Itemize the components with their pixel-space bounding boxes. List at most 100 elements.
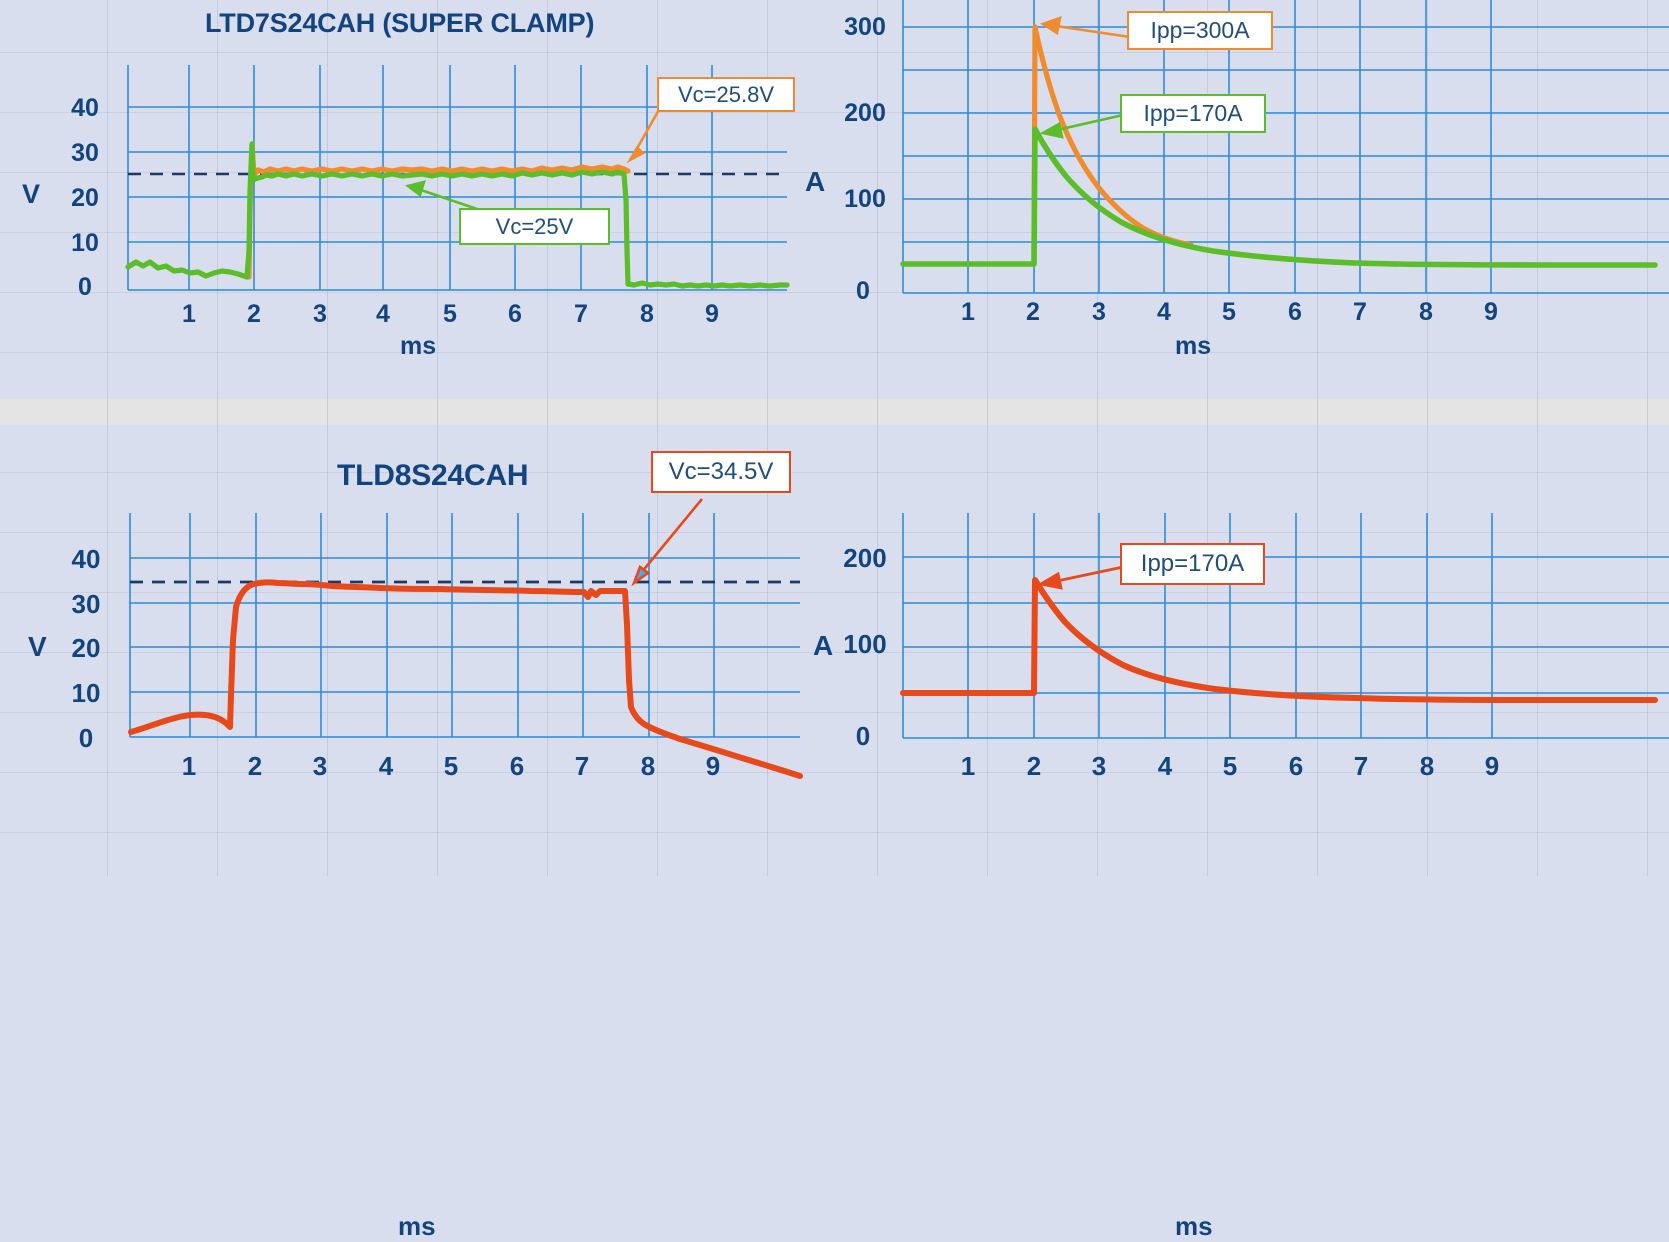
x-tick-label: 4 <box>1157 751 1173 781</box>
panel-bottom-right: A ms 200 100 0 1 2 3 4 5 6 7 8 9 <box>813 425 1669 1241</box>
callout-vc-34-5[interactable]: Vc=34.5V <box>651 451 791 493</box>
x-tick-label: 3 <box>313 300 327 328</box>
y-tick-label: 100 <box>843 629 887 659</box>
grid-lines <box>902 513 1669 739</box>
x-tick-label: 1 <box>182 300 196 328</box>
callout-leader-170a-bottom <box>1037 565 1124 590</box>
y-tick-label: 40 <box>71 544 101 574</box>
y-tick-label: 200 <box>844 99 886 127</box>
x-tick-label: 6 <box>1288 298 1302 326</box>
x-tick-label: 5 <box>443 300 457 328</box>
plot-area-top-left <box>0 0 835 340</box>
y-tick-label: 0 <box>855 721 871 751</box>
y-tick-label: 200 <box>843 543 887 573</box>
y-axis-unit-amps: A <box>805 166 826 197</box>
x-tick-label: 9 <box>1484 751 1500 781</box>
x-tick-label: 6 <box>509 751 525 781</box>
x-axis-unit-ms: ms <box>398 1211 436 1241</box>
callout-label: Vc=25V <box>495 213 574 239</box>
x-tick-label: 8 <box>1419 751 1435 781</box>
callout-ipp-300a[interactable]: Ipp=300A <box>1127 11 1273 50</box>
x-tick-label: 1 <box>961 298 975 326</box>
x-tick-label: 6 <box>1288 751 1304 781</box>
callout-leader-green <box>405 180 481 212</box>
callout-vc-25[interactable]: Vc=25V <box>459 208 610 245</box>
callout-ipp-170a-bottom[interactable]: Ipp=170A <box>1120 543 1265 585</box>
series-orange-clamp <box>246 141 631 280</box>
y-tick-label: 40 <box>71 94 99 122</box>
y-tick-label: 10 <box>71 678 101 708</box>
callout-vc-25-8[interactable]: Vc=25.8V <box>657 77 795 112</box>
y-tick-label: 10 <box>71 229 99 257</box>
callout-label: Vc=25.8V <box>677 81 774 107</box>
plot-area-bottom-left <box>0 425 835 805</box>
x-tick-label: 1 <box>181 751 197 781</box>
x-tick-label: 7 <box>1353 751 1369 781</box>
series-green-clamp <box>125 141 790 289</box>
panel-top-left: LTD7S24CAH (SUPER CLAMP) V ms 40 30 20 1… <box>0 0 835 400</box>
x-tick-label: 2 <box>1026 751 1042 781</box>
x-tick-label: 2 <box>247 300 261 328</box>
panel-bottom-left: TLD8S24CAH V ms 40 30 20 10 0 1 2 3 4 5 … <box>0 425 835 1241</box>
y-tick-label: 100 <box>844 185 886 213</box>
x-tick-label: 5 <box>1222 751 1238 781</box>
x-axis-unit-ms: ms <box>400 332 437 360</box>
x-tick-label: 5 <box>443 751 459 781</box>
y-tick-label: 0 <box>78 273 92 301</box>
callout-leader-170a <box>1039 113 1124 139</box>
y-tick-label: 300 <box>844 13 886 41</box>
callout-leader-orange <box>626 107 662 164</box>
x-axis-unit-ms: ms <box>1175 332 1212 360</box>
series-green-170a <box>900 126 1658 268</box>
x-tick-label: 4 <box>378 751 394 781</box>
y-tick-label: 20 <box>71 184 99 212</box>
y-axis-unit-amps: A <box>813 630 834 661</box>
x-axis-unit-ms: ms <box>1175 1211 1213 1241</box>
x-tick-label: 9 <box>1484 298 1498 326</box>
x-tick-label: 6 <box>508 300 522 328</box>
panel-top-right: A ms 300 200 100 0 1 2 3 4 5 6 7 8 9 <box>805 0 1669 400</box>
x-tick-label: 3 <box>312 751 328 781</box>
x-tick-label: 4 <box>1157 298 1171 326</box>
page-title: LTD7S24CAH (SUPER CLAMP) <box>205 8 595 38</box>
page-title-bottom: TLD8S24CAH <box>337 459 529 492</box>
y-tick-label: 0 <box>856 277 870 305</box>
grid-lines <box>902 0 1669 294</box>
y-axis-unit-volts: V <box>28 631 47 662</box>
x-tick-label: 7 <box>574 300 588 328</box>
x-tick-label: 3 <box>1092 298 1106 326</box>
x-tick-label: 9 <box>705 300 719 328</box>
series-red-clamp <box>128 579 803 779</box>
x-tick-label: 2 <box>247 751 263 781</box>
series-red-170a <box>900 577 1658 703</box>
x-tick-label: 4 <box>376 300 390 328</box>
x-tick-label: 2 <box>1026 298 1040 326</box>
plot-area-top-right <box>835 0 1669 340</box>
x-tick-label: 9 <box>705 751 721 781</box>
x-tick-label: 5 <box>1222 298 1236 326</box>
y-tick-label: 20 <box>71 633 101 663</box>
y-tick-label: 0 <box>78 723 94 753</box>
callout-leader-vc345 <box>631 498 704 587</box>
x-tick-label: 8 <box>640 300 654 328</box>
y-tick-label: 30 <box>71 589 101 619</box>
x-tick-label: 7 <box>574 751 590 781</box>
slide-grey-band <box>0 399 1669 425</box>
x-tick-label: 8 <box>1419 298 1433 326</box>
x-tick-label: 1 <box>960 751 976 781</box>
callout-ipp-170a[interactable]: Ipp=170A <box>1120 94 1266 133</box>
x-tick-label: 8 <box>640 751 656 781</box>
y-tick-label: 30 <box>71 139 99 167</box>
x-tick-label: 3 <box>1091 751 1107 781</box>
callout-leader-300a <box>1040 16 1131 39</box>
grid-lines <box>129 513 800 738</box>
callout-label: Ipp=170A <box>1140 550 1245 577</box>
plot-area-bottom-right <box>835 425 1669 805</box>
callout-label: Ipp=300A <box>1150 17 1250 43</box>
callout-label: Ipp=170A <box>1143 100 1243 126</box>
x-tick-label: 7 <box>1353 298 1367 326</box>
series-orange-300a <box>1031 24 1194 267</box>
callout-label: Vc=34.5V <box>668 458 774 485</box>
y-axis-unit-volts: V <box>22 179 41 209</box>
